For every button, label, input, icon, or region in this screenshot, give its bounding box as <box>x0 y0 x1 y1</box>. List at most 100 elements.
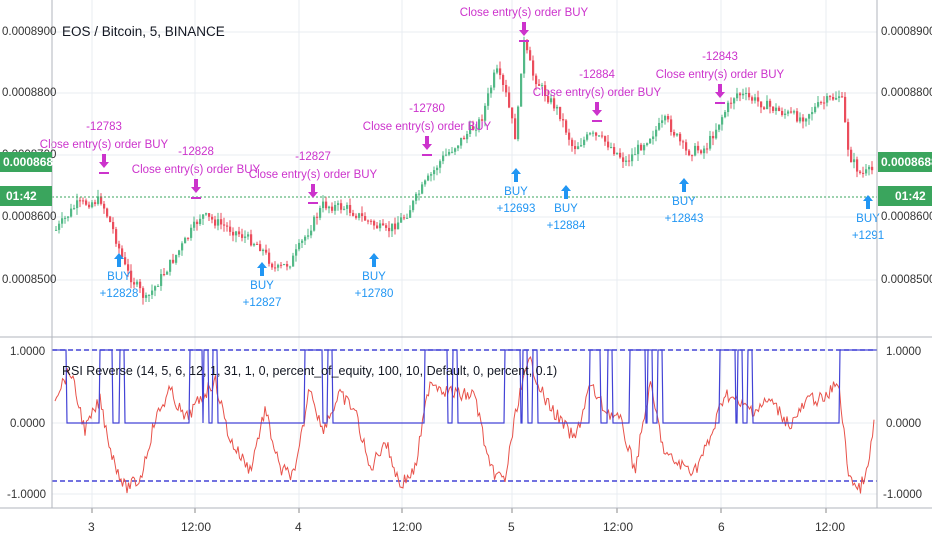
candle-body <box>553 98 556 109</box>
candle-body <box>316 216 319 218</box>
candle-body <box>826 96 829 103</box>
candle-body <box>394 223 397 230</box>
candle-body <box>172 259 175 263</box>
candle-body <box>589 133 592 135</box>
candle-body <box>625 160 628 162</box>
candle-body <box>718 124 721 130</box>
indicator-axis-left[interactable]: 1.0000 0.0000 -1.0000 <box>7 346 46 501</box>
candle-body <box>679 133 682 142</box>
buy-label: BUY <box>672 196 696 208</box>
candle-body <box>490 87 493 94</box>
candle-body <box>370 220 373 222</box>
candle-body <box>433 170 436 175</box>
candle-body <box>523 40 526 74</box>
close-signal: Close entry(s) order BUY <box>460 7 589 42</box>
price-axis-right[interactable]: 0.0008900 0.0008800 0.0008600 0.0008500 <box>881 26 932 286</box>
arrow-down-icon <box>308 184 318 198</box>
arrow-up-icon <box>369 253 379 267</box>
candle-body <box>661 120 664 123</box>
candle-body <box>286 264 289 267</box>
strategy-signals: BUY +12828 BUY +12827 BUY +12780 BUY +12693 BUY +… <box>40 7 884 309</box>
candle-body <box>100 196 103 204</box>
candle-body <box>586 134 589 140</box>
candle-body <box>622 157 625 162</box>
candle-body <box>613 147 616 155</box>
candle-body <box>295 249 298 256</box>
candle-body <box>463 137 466 140</box>
buy-label: BUY <box>856 213 880 225</box>
candle-body <box>637 144 640 155</box>
signal-line <box>52 349 877 424</box>
candle-body <box>499 68 502 76</box>
candle-body <box>277 264 280 268</box>
candle-body <box>64 217 67 219</box>
indicator-axis-right[interactable]: 1.0000 0.0000 -1.0000 <box>883 346 922 501</box>
candle-body <box>595 132 598 136</box>
arrow-up-icon <box>511 168 521 182</box>
candle-body <box>598 135 601 137</box>
arrow-up-icon <box>114 253 124 267</box>
candle-body <box>730 102 733 104</box>
candle-body <box>568 132 571 140</box>
indicator-pane[interactable] <box>52 349 877 494</box>
arrow-up-icon <box>863 195 873 209</box>
candle-body <box>88 204 91 208</box>
candle-body <box>184 237 187 244</box>
candle-body <box>202 214 205 219</box>
candle-body <box>166 271 169 275</box>
candle-body <box>358 213 361 218</box>
candle-body <box>466 133 469 140</box>
candle-body <box>457 145 460 149</box>
buy-label: BUY <box>107 271 131 283</box>
candle-body <box>253 243 256 246</box>
candle-body <box>862 172 865 174</box>
candle-body <box>304 236 307 241</box>
candle-body <box>118 243 121 249</box>
candle-body <box>754 97 757 101</box>
candle-body <box>373 221 376 226</box>
candle-body <box>157 285 160 287</box>
close-value: -12828 <box>178 146 214 158</box>
candle-body <box>778 107 781 111</box>
buy-value: +12693 <box>497 203 536 215</box>
candle-body <box>418 193 421 195</box>
candle-body <box>205 213 208 215</box>
candle-body <box>493 72 496 88</box>
price-pane[interactable]: BUY +12828 BUY +12827 BUY +12780 BUY +12693 BUY +… <box>40 7 884 309</box>
buy-label: BUY <box>250 280 274 292</box>
candle-body <box>607 141 610 148</box>
price-tick: 0.0008900 <box>2 26 56 38</box>
candle-body <box>583 139 586 146</box>
candle-body <box>403 217 406 219</box>
candle-body <box>376 225 379 229</box>
close-signal: Close entry(s) order BUY -12884 <box>533 69 662 122</box>
candle-body <box>274 267 277 269</box>
candle-body <box>367 220 370 222</box>
candle-body <box>670 119 673 133</box>
candle-body <box>808 114 811 119</box>
time-axis[interactable]: 3 12:00 4 12:00 5 12:00 6 12:00 <box>88 520 845 534</box>
candle-body <box>73 208 76 210</box>
candle-body <box>616 152 619 155</box>
candle-body <box>361 213 364 217</box>
candle-body <box>193 221 196 228</box>
arrow-down-icon <box>519 22 529 36</box>
arrow-down-icon <box>191 179 201 193</box>
candle-body <box>682 141 685 143</box>
buy-label: BUY <box>554 203 578 215</box>
candle-body <box>601 135 604 137</box>
symbol-title[interactable]: EOS / Bitcoin, 5, BINANCE <box>62 24 225 39</box>
candle-body <box>214 219 217 226</box>
candle-body <box>646 143 649 146</box>
candle-body <box>757 97 760 102</box>
indicator-tick: 1.0000 <box>886 346 921 358</box>
candle-body <box>226 225 229 227</box>
candle-body <box>739 93 742 96</box>
indicator-title[interactable]: RSI Reverse (14, 5, 6, 12, 1, 31, 1, 0, … <box>62 364 557 378</box>
candle-body <box>91 202 94 208</box>
time-tick: 12:00 <box>392 520 422 534</box>
candle-body <box>529 50 532 61</box>
candle-body <box>160 274 163 286</box>
